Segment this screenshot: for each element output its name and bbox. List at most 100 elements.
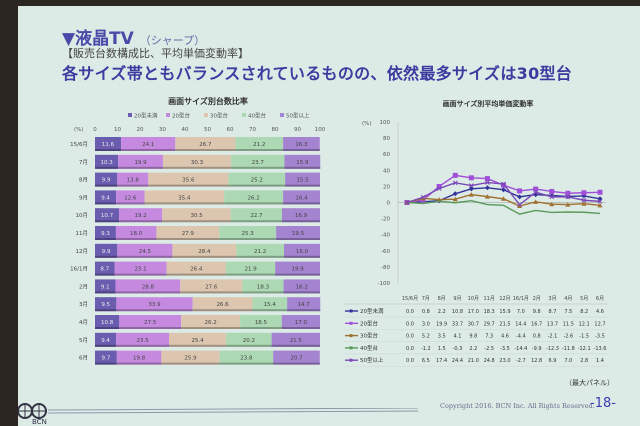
data-point [436, 186, 442, 191]
table-cell: 24.4 [452, 358, 463, 364]
table-cell: 29.7 [484, 321, 495, 327]
data-label: 26.4 [190, 267, 203, 273]
data-label: 10.8 [101, 320, 114, 326]
table-cell: 19.9 [436, 321, 447, 327]
data-label: 15.4 [264, 302, 277, 308]
bar-segment [117, 172, 149, 187]
data-point [517, 202, 522, 208]
bar-segment [144, 190, 225, 205]
table-cell: 10.8 [452, 309, 463, 315]
table-cell: 17.0 [468, 309, 479, 315]
category-label: 2月 [79, 283, 88, 290]
data-label: 20.2 [243, 338, 255, 344]
data-label: 15.9 [296, 160, 309, 166]
table-cell: 1.5 [438, 346, 446, 352]
heading-text: ▼液晶TV [62, 29, 134, 49]
data-label: 16.0 [296, 249, 309, 255]
bar-segment [172, 243, 237, 258]
y-axis-unit: (%) [362, 121, 372, 127]
bar-segment-edge [231, 166, 285, 169]
bar-segment [115, 226, 157, 240]
data-point [549, 194, 555, 200]
table-cell: 7.0 [517, 309, 525, 315]
data-point [468, 192, 474, 197]
table-cell: 11.5 [563, 321, 574, 327]
table-cell: -9.9 [532, 346, 542, 352]
table-cell: 7.0 [564, 358, 572, 364]
data-label: 16.3 [295, 142, 308, 148]
y-tick-label: -60 [381, 249, 390, 255]
data-point [517, 188, 523, 194]
data-point [468, 186, 474, 192]
bar-segment-edge [116, 309, 193, 312]
bar-segment [181, 315, 241, 329]
bar-segment-edge [95, 184, 118, 187]
table-cell: 7.3 [485, 334, 493, 340]
table-cell: 2.8 [580, 358, 588, 364]
bar-segment-edge [228, 184, 286, 187]
bar-segment [230, 208, 282, 223]
bar-segment-edge [116, 202, 145, 205]
data-point [597, 196, 603, 202]
bar-segment [271, 332, 320, 347]
bar-segment [219, 350, 274, 365]
data-point [581, 190, 587, 196]
bar-chart-title: 画面サイズ別台数比率 [168, 96, 248, 106]
bar-segment [115, 279, 181, 294]
y-tick-label: 0 [387, 201, 391, 207]
bar-segment-edge [284, 255, 320, 258]
copyright: Copyright 2016. BCN Inc. All Rights Rese… [440, 402, 595, 410]
bar-segment [235, 137, 284, 151]
table-cell: 0.0 [406, 346, 414, 352]
data-label: 16.4 [295, 195, 308, 201]
data-point [517, 203, 523, 209]
logo-text: BCN [32, 418, 47, 426]
bar-segment-edge [252, 309, 288, 312]
bar-segment-edge [95, 309, 117, 312]
data-label: 18.3 [257, 284, 270, 290]
bar-segment [219, 226, 277, 240]
bar-segment [119, 208, 163, 223]
bar-segment-edge [115, 238, 157, 240]
table-header: 15/6月 [402, 296, 418, 302]
bar-segment [114, 261, 167, 276]
legend-label: 50型以上 [286, 112, 310, 120]
data-point [501, 181, 506, 187]
bar-segment [95, 226, 116, 240]
bar-segment-edge [144, 202, 225, 205]
legend-label: 30型台 [210, 112, 228, 120]
legend-marker [349, 321, 353, 325]
table-cell: 13.7 [547, 321, 558, 327]
table-cell: 23.0 [499, 358, 510, 364]
category-label: 12月 [76, 248, 89, 255]
bar-segment [95, 190, 117, 205]
category-label: 6月 [79, 355, 88, 362]
data-point [452, 191, 458, 197]
category-label: 8月 [79, 177, 88, 184]
table-cell: -3.5 [500, 346, 510, 352]
data-label: 9.7 [102, 356, 111, 362]
bar-segment [284, 243, 320, 258]
bar-segment [242, 279, 284, 294]
bar-segment [162, 208, 231, 223]
x-tick-label: 100 [315, 127, 326, 133]
table-cell: -2.7 [516, 358, 526, 364]
bar-segment [287, 297, 321, 312]
page-number: -18- [590, 396, 616, 411]
bar-segment [175, 137, 236, 151]
data-point [436, 197, 442, 202]
data-point [452, 180, 458, 186]
data-label: 16.9 [295, 213, 308, 219]
table-cell: -3.5 [595, 334, 605, 340]
x-tick-label: 50 [204, 127, 211, 133]
data-label: 19.5 [292, 231, 305, 237]
bar-segment [285, 172, 320, 187]
bar-segment [95, 279, 116, 294]
table-cell: 21.0 [468, 358, 479, 364]
data-label: 19.9 [291, 267, 304, 273]
data-label: 9.4 [101, 195, 110, 201]
bar-segment [283, 137, 320, 151]
table-cell: 33.7 [452, 321, 463, 327]
data-point [533, 199, 539, 204]
